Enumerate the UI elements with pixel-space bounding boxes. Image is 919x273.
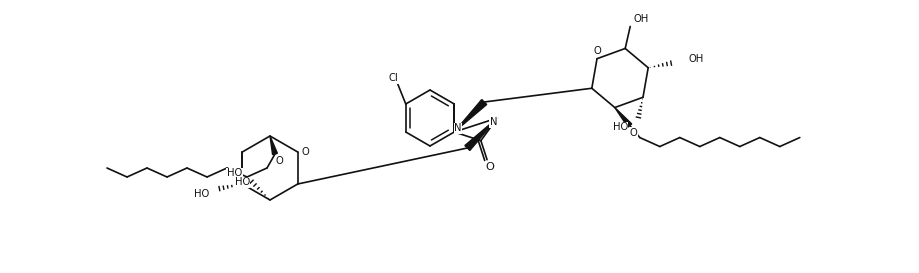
Text: O: O [301, 147, 310, 157]
Text: HO: HO [234, 177, 250, 187]
Text: O: O [630, 127, 638, 138]
Text: HO: HO [194, 189, 210, 199]
Polygon shape [615, 108, 631, 127]
Text: N: N [490, 117, 497, 127]
Text: HO: HO [613, 122, 628, 132]
Polygon shape [454, 100, 487, 132]
Text: HO: HO [227, 168, 242, 178]
Polygon shape [270, 136, 278, 155]
Text: N: N [455, 123, 462, 133]
Text: OH: OH [688, 54, 703, 64]
Polygon shape [465, 118, 497, 150]
Text: O: O [485, 162, 494, 172]
Text: O: O [275, 156, 283, 166]
Text: O: O [593, 46, 601, 56]
Text: Cl: Cl [389, 73, 399, 83]
Text: OH: OH [633, 14, 649, 25]
